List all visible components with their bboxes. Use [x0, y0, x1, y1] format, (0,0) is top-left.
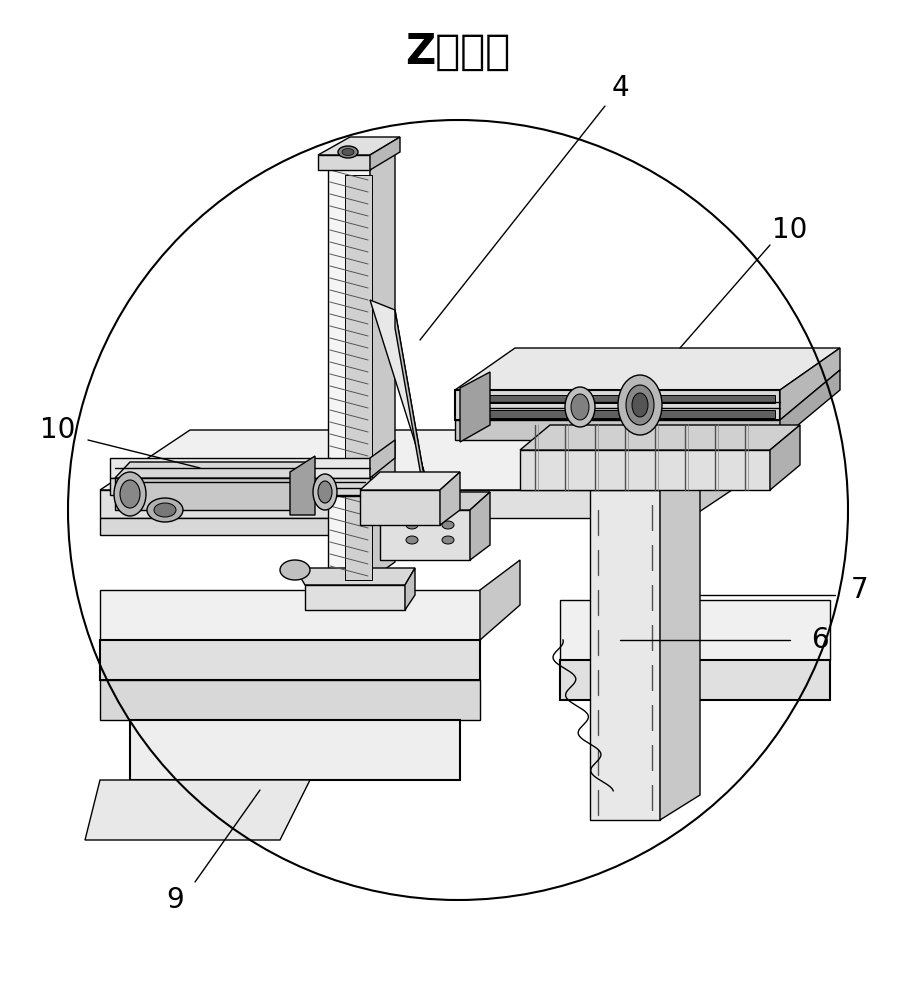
Polygon shape	[780, 370, 840, 440]
Ellipse shape	[120, 480, 140, 508]
Ellipse shape	[318, 481, 332, 503]
Polygon shape	[770, 425, 800, 490]
Polygon shape	[100, 490, 690, 518]
Text: 9: 9	[166, 886, 184, 914]
Polygon shape	[360, 490, 440, 525]
Polygon shape	[690, 430, 780, 518]
Ellipse shape	[114, 472, 146, 516]
Polygon shape	[100, 640, 480, 680]
Polygon shape	[100, 590, 480, 640]
Polygon shape	[370, 300, 430, 510]
Polygon shape	[380, 492, 490, 510]
Polygon shape	[115, 462, 315, 478]
Polygon shape	[460, 395, 775, 403]
Ellipse shape	[280, 560, 310, 580]
Ellipse shape	[147, 498, 183, 522]
Ellipse shape	[626, 385, 654, 425]
Polygon shape	[455, 420, 780, 440]
Polygon shape	[780, 348, 840, 420]
Polygon shape	[460, 410, 775, 418]
Polygon shape	[100, 518, 480, 535]
Polygon shape	[290, 456, 315, 515]
Ellipse shape	[342, 148, 354, 155]
Polygon shape	[85, 780, 310, 840]
Polygon shape	[380, 510, 470, 560]
Ellipse shape	[313, 474, 337, 510]
Polygon shape	[100, 430, 780, 490]
Ellipse shape	[154, 503, 176, 517]
Polygon shape	[360, 472, 460, 490]
Ellipse shape	[618, 375, 662, 435]
Polygon shape	[470, 492, 490, 560]
Text: 10: 10	[40, 416, 76, 444]
Polygon shape	[345, 175, 372, 580]
Polygon shape	[130, 720, 460, 780]
Ellipse shape	[442, 521, 454, 529]
Ellipse shape	[571, 394, 589, 420]
Polygon shape	[370, 142, 395, 580]
Text: Z处放大: Z处放大	[406, 31, 510, 73]
Text: 6: 6	[812, 626, 829, 654]
Polygon shape	[660, 458, 700, 820]
Polygon shape	[520, 425, 800, 450]
Ellipse shape	[565, 387, 595, 427]
Polygon shape	[405, 568, 415, 610]
Polygon shape	[480, 560, 520, 640]
Polygon shape	[395, 310, 430, 527]
Polygon shape	[370, 137, 400, 170]
Polygon shape	[318, 137, 400, 155]
Ellipse shape	[406, 521, 418, 529]
Polygon shape	[328, 160, 370, 580]
Polygon shape	[520, 450, 770, 490]
Polygon shape	[455, 348, 840, 390]
Polygon shape	[560, 660, 830, 700]
Polygon shape	[318, 155, 370, 170]
Polygon shape	[590, 458, 700, 490]
Polygon shape	[305, 585, 405, 610]
Polygon shape	[110, 458, 370, 478]
Polygon shape	[115, 478, 300, 510]
Polygon shape	[370, 440, 395, 478]
Text: 4: 4	[611, 74, 628, 102]
Polygon shape	[455, 390, 780, 420]
Polygon shape	[440, 472, 460, 525]
Polygon shape	[560, 600, 830, 660]
Ellipse shape	[406, 536, 418, 544]
Ellipse shape	[338, 146, 358, 158]
Polygon shape	[460, 372, 490, 442]
Polygon shape	[110, 478, 370, 495]
Text: 10: 10	[772, 216, 808, 244]
Polygon shape	[295, 568, 415, 585]
Polygon shape	[100, 680, 480, 720]
Ellipse shape	[442, 536, 454, 544]
Polygon shape	[590, 490, 660, 820]
Text: 7: 7	[851, 576, 868, 604]
Ellipse shape	[632, 393, 648, 417]
